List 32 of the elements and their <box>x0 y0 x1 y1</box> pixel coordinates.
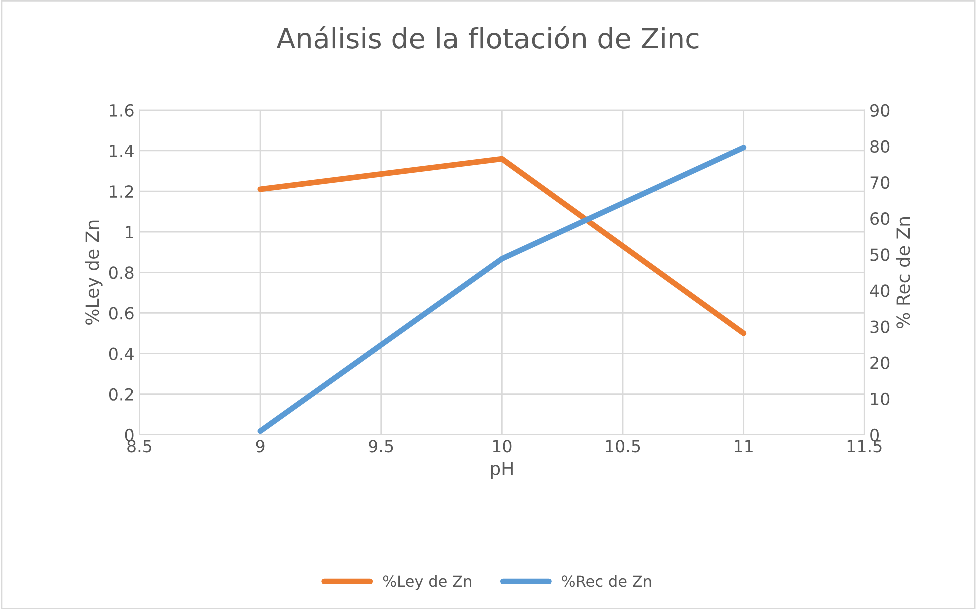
y2-tick-label: 20 <box>870 356 890 370</box>
y2-tick-label: 0 <box>870 428 880 442</box>
x-tick-label: 9 <box>256 440 265 453</box>
x-tick-label: 11.5 <box>848 440 882 453</box>
y-tick-label: 0.8 <box>109 266 134 280</box>
x-tick-label: 10 <box>493 440 512 453</box>
chart-title: Análisis de la flotación de Zinc <box>276 26 699 49</box>
y-tick-label: 1.4 <box>110 145 134 158</box>
y2-tick-label: 10 <box>871 392 890 406</box>
y2-tick-label: 60 <box>870 212 890 226</box>
y-tick-label: 1.2 <box>110 186 134 198</box>
y-tick-label: 1.6 <box>110 104 134 117</box>
x-tick-label: 11 <box>735 440 753 452</box>
y2-tick-label: 70 <box>870 176 890 190</box>
y-tick-label: 0.6 <box>109 307 134 320</box>
x-tick-label: 8.5 <box>128 440 152 453</box>
x-tick-label: 9.5 <box>369 440 394 453</box>
y2-tick-label: 40 <box>870 284 890 298</box>
y2-axis-title: % Rec de Zn <box>896 217 910 328</box>
y-axis-title: %Ley de Zn <box>85 220 103 325</box>
x-tick-label: 10.5 <box>606 440 640 453</box>
y2-tick-label: 80 <box>870 140 890 154</box>
legend-label: %Rec de Zn <box>562 575 652 588</box>
y-tick-label: 0.2 <box>109 388 134 401</box>
y-tick-label: 1 <box>126 226 134 238</box>
y2-tick-label: 50 <box>870 248 890 262</box>
y-tick-label: 0.4 <box>109 348 134 360</box>
legend-label: %Ley de Zn <box>383 575 472 590</box>
y2-tick-label: 30 <box>870 320 890 334</box>
y-tick-label: 0 <box>125 428 134 442</box>
y2-tick-label: 90 <box>870 104 890 117</box>
x-axis-title: pH <box>491 462 513 479</box>
